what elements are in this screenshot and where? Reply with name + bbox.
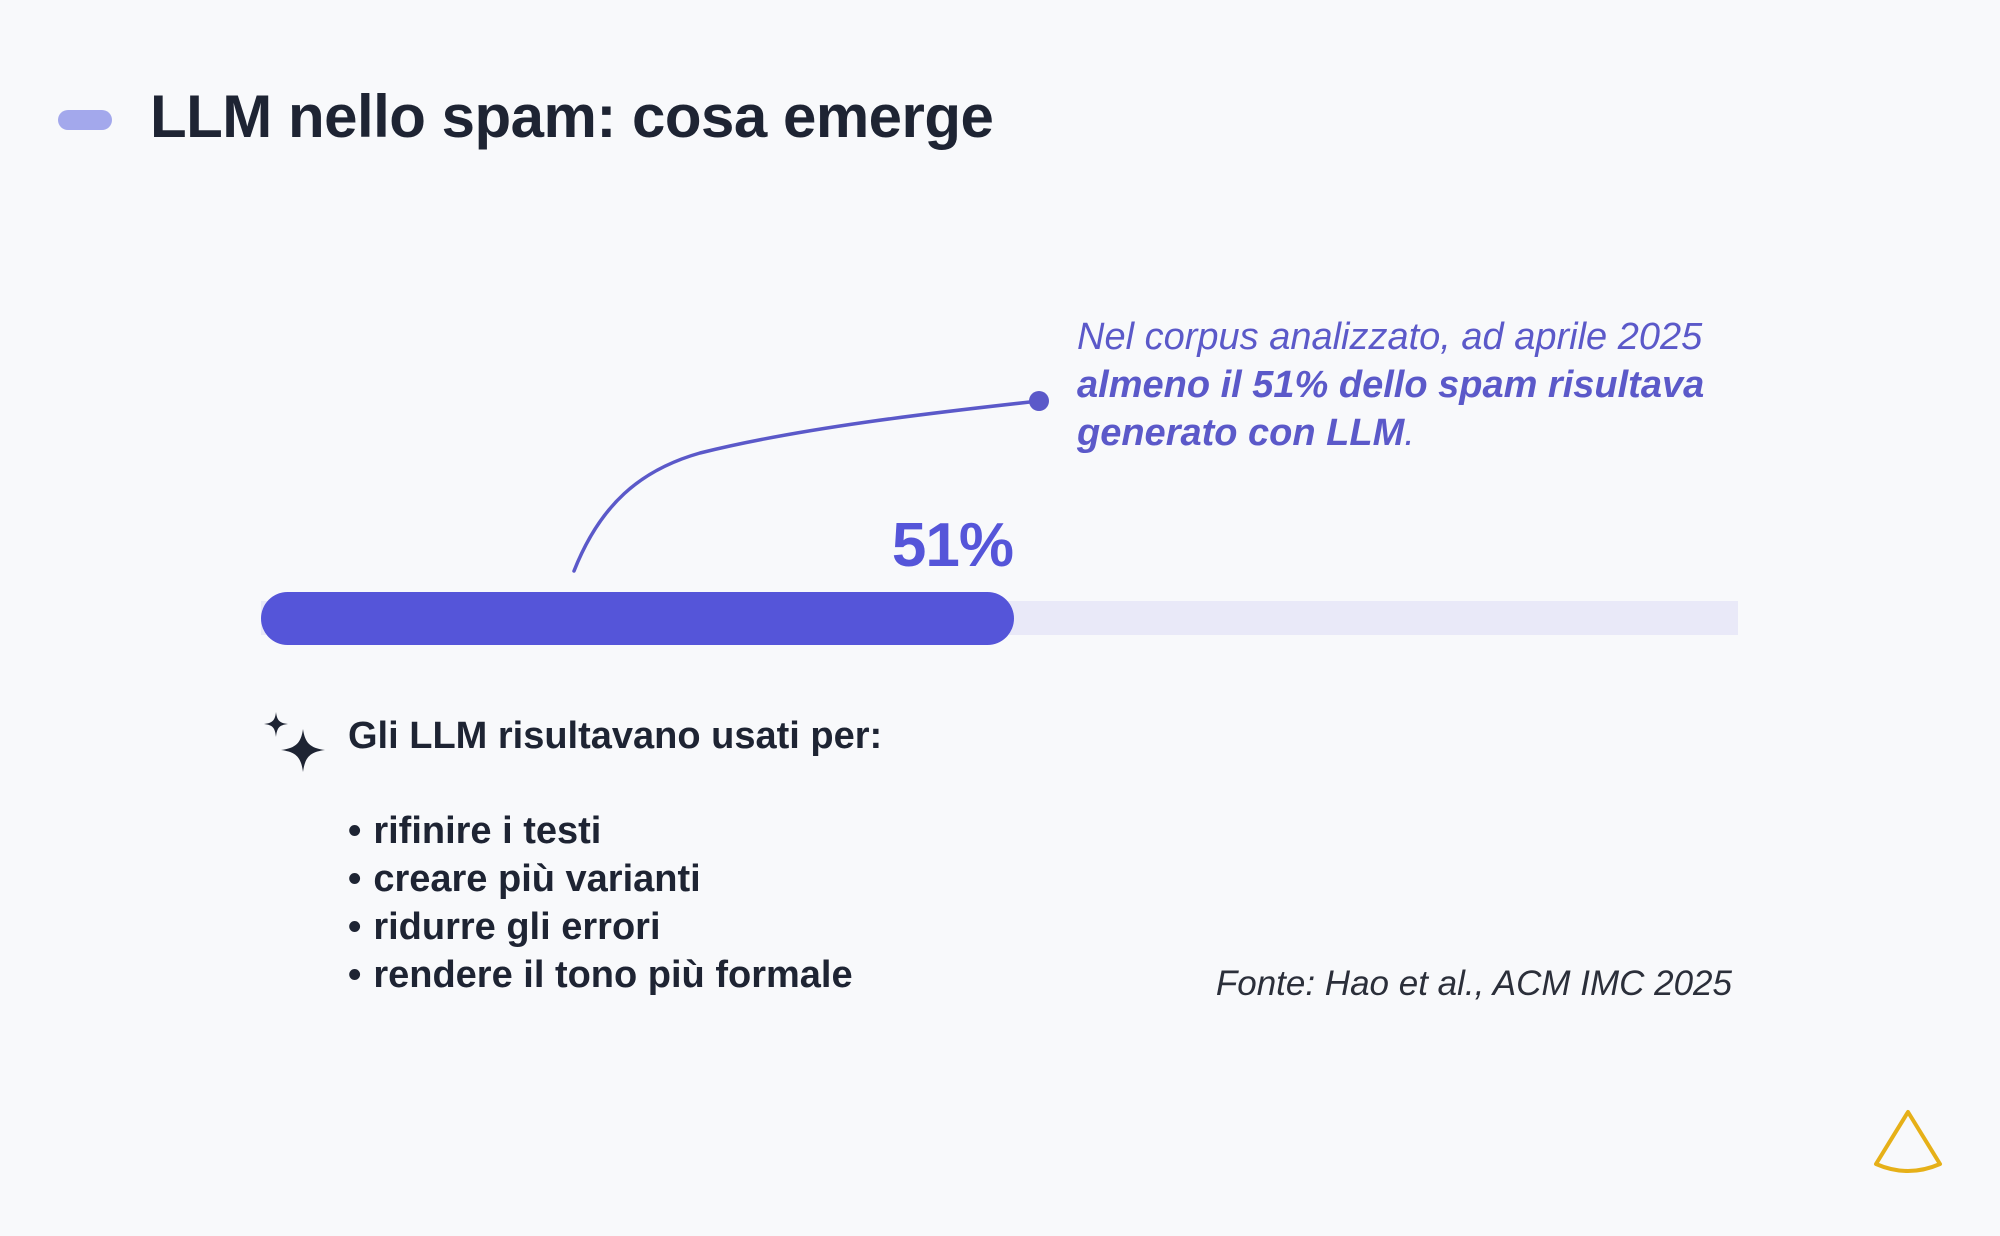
- uses-list-item: ridurre gli errori: [348, 903, 853, 951]
- uses-list: rifinire i testi creare più varianti rid…: [348, 807, 853, 999]
- callout-text-normal: Nel corpus analizzato, ad aprile 2025: [1077, 316, 1703, 358]
- uses-list-item: rifinire i testi: [348, 807, 853, 855]
- triangle-logo-icon: [1874, 1110, 1942, 1173]
- uses-list-item: rendere il tono più formale: [348, 951, 852, 999]
- title-accent-pill: [58, 110, 112, 130]
- progress-track: [261, 592, 1738, 645]
- uses-list-item: creare più varianti: [348, 855, 853, 903]
- connector-dot: [1029, 391, 1049, 411]
- page-title: LLM nello spam: cosa emerge: [150, 83, 994, 150]
- uses-heading: Gli LLM risultavano usati per:: [348, 715, 883, 757]
- progress-value-label: 51%: [891, 511, 1014, 580]
- progress-fill: [261, 592, 1015, 645]
- sparkle-icon: [264, 712, 325, 772]
- callout-text-end: .: [1404, 412, 1415, 454]
- callout-text: Nel corpus analizzato, ad aprile 2025 al…: [1077, 313, 1717, 457]
- callout-text-strong: almeno il 51% dello spam risultava gener…: [1077, 364, 1705, 454]
- source-note: Fonte: Hao et al., ACM IMC 2025: [1215, 964, 1732, 1003]
